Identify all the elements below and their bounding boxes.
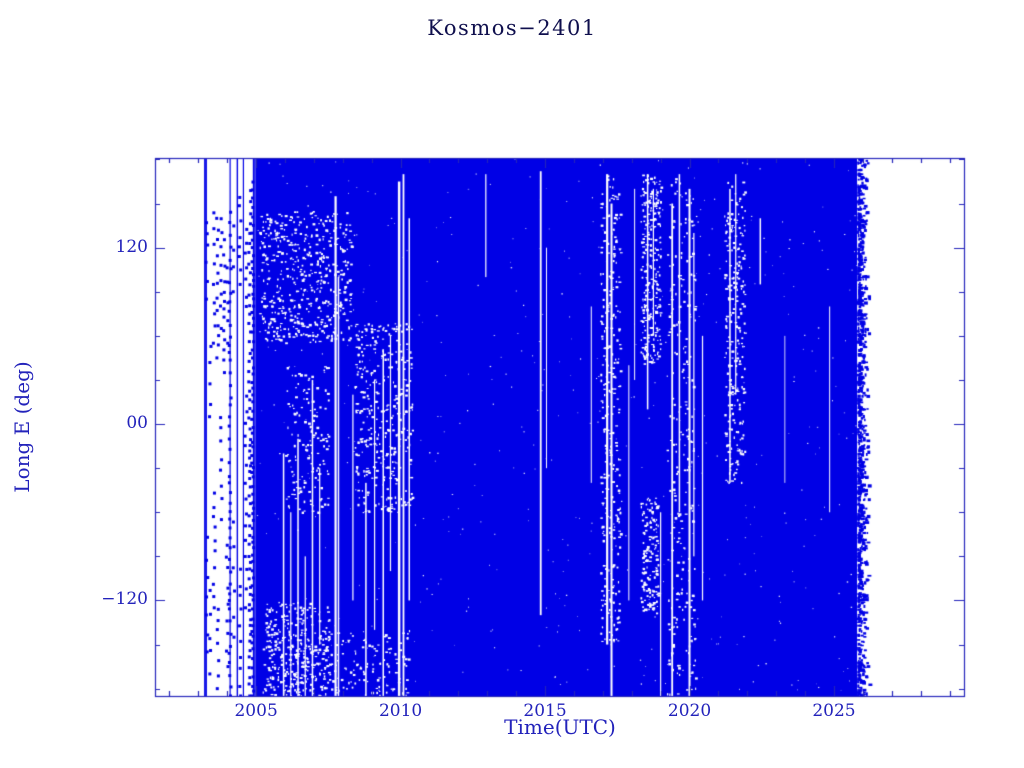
x-tick-label: 2025 (812, 701, 856, 721)
y-axis-label: Long E (deg) (10, 361, 34, 493)
y-tick-label: 00 (126, 413, 148, 434)
y-tick-label: −120 (101, 589, 148, 610)
x-tick-label: 2015 (523, 701, 567, 721)
x-tick-label: 2020 (667, 701, 712, 721)
x-axis-label: Time(UTC) (504, 715, 616, 739)
x-tick-label: 2010 (378, 701, 423, 721)
x-tick-label: 2005 (234, 701, 278, 721)
y-tick-label: 120 (115, 236, 148, 257)
chart-title: Kosmos−2401 (427, 16, 597, 40)
